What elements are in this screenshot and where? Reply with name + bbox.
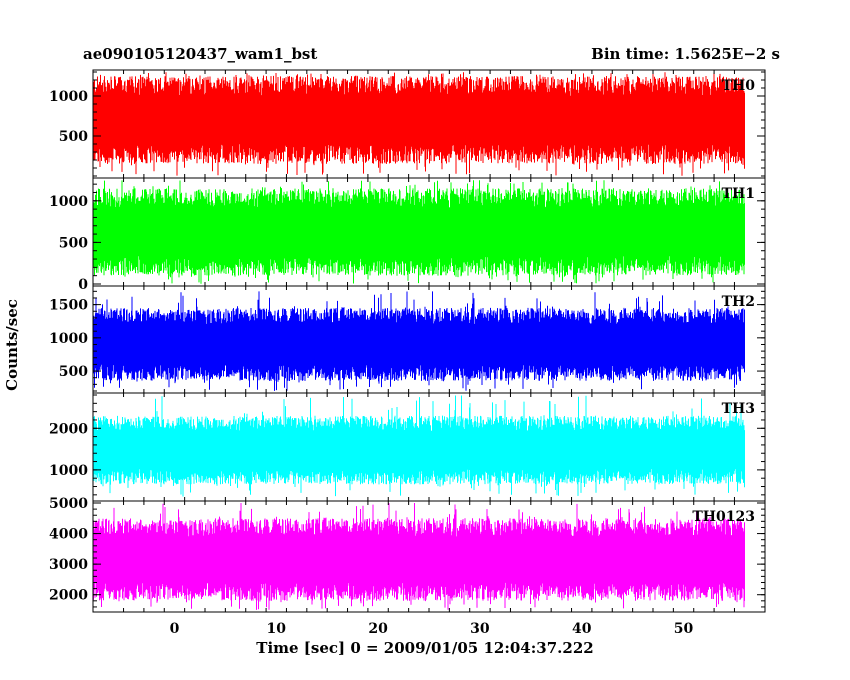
y-axis-label: Counts/sec <box>3 299 21 391</box>
series-label-th1: TH1 <box>722 186 755 202</box>
series-label-th2: TH2 <box>722 294 755 310</box>
panel-th2: 500 1000 1500 TH2 <box>49 285 766 394</box>
x-tick-label: 20 <box>368 621 388 637</box>
bin-time-label: Bin time: 1.5625E−2 s <box>591 45 780 63</box>
series-label-th3: TH3 <box>722 401 755 417</box>
y-tick-label: 1000 <box>49 194 88 210</box>
series-label-th0123: TH0123 <box>692 509 755 525</box>
series-th3-trace <box>92 395 745 497</box>
x-tick-label: 30 <box>470 621 490 637</box>
series-th2-trace <box>92 291 745 391</box>
series-th0123-trace <box>92 503 745 610</box>
chart-title: ae090105120437_wam1_bst <box>83 45 317 63</box>
x-tick-label: 10 <box>267 621 287 637</box>
series-label-th0: TH0 <box>722 78 756 94</box>
y-tick-label: 500 <box>59 235 88 251</box>
y-tick-label: 5000 <box>49 496 88 512</box>
panels: 500 1000 TH0 0 500 1000 TH1 500 1000 1500 TH2 1000 2… <box>49 69 766 613</box>
y-tick-label: 1000 <box>49 89 88 105</box>
y-tick-label: 1000 <box>49 463 88 479</box>
series-th0-trace <box>92 72 745 176</box>
y-tick-label: 3000 <box>49 557 88 573</box>
y-tick-label: 500 <box>59 129 88 145</box>
y-tick-label: 0 <box>78 277 88 293</box>
panel-th0: 500 1000 TH0 <box>49 69 766 179</box>
panel-th0123: 2000 3000 4000 5000 TH0123 <box>49 496 766 613</box>
y-tick-label: 2000 <box>49 588 88 604</box>
x-tick-label: 40 <box>572 621 592 637</box>
y-tick-label: 1500 <box>49 298 88 314</box>
series-th1-trace <box>92 180 745 284</box>
x-tick-label: 0 <box>170 621 180 637</box>
y-tick-label: 1000 <box>49 331 88 347</box>
x-axis: 0 10 20 30 40 50 <box>170 621 694 637</box>
y-tick-label: 2000 <box>49 421 88 437</box>
x-axis-label: Time [sec] 0 = 2009/01/05 12:04:37.222 <box>256 639 593 657</box>
y-tick-label: 500 <box>59 364 88 380</box>
panel-th1: 0 500 1000 TH1 <box>49 177 766 293</box>
panel-th3: 1000 2000 TH3 <box>49 392 766 502</box>
y-tick-label: 4000 <box>49 527 88 543</box>
x-tick-label: 50 <box>674 621 694 637</box>
